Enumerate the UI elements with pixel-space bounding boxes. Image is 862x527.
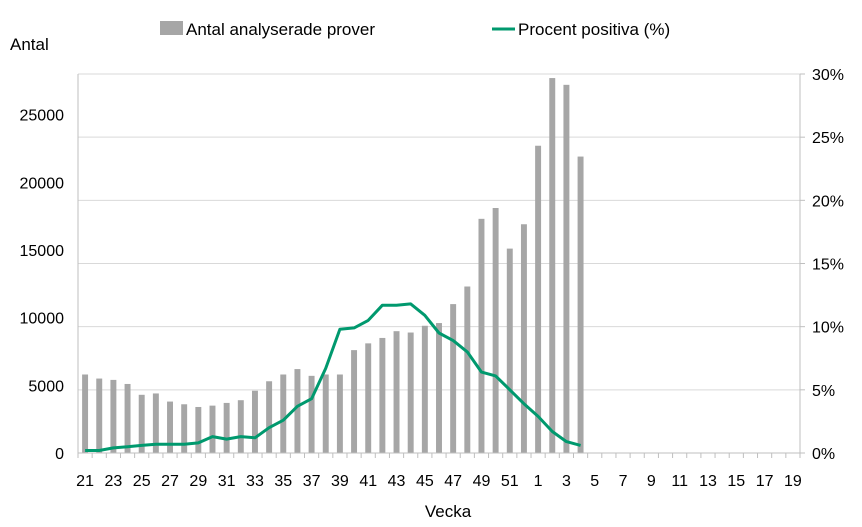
bar-week-35: [280, 374, 287, 453]
x-tick-label: 5: [590, 473, 599, 490]
x-tick-label: 49: [473, 473, 491, 490]
y-left-tick-label: 5000: [28, 378, 64, 395]
bar-week-52: [520, 224, 527, 453]
bar-week-2: [549, 78, 556, 453]
bar-week-3: [563, 84, 570, 453]
x-tick-label: 31: [218, 473, 236, 490]
bar-week-49: [478, 218, 485, 453]
bar-week-37: [308, 375, 315, 453]
y-right-tick-label: 20%: [812, 193, 844, 210]
bar-week-21: [82, 374, 89, 453]
x-tick-label: 1: [534, 473, 543, 490]
x-tick-label: 11: [671, 473, 688, 490]
x-tick-label: 47: [444, 473, 462, 490]
y-left-tick-label: 20000: [20, 175, 65, 192]
y-right-tick-label: 0%: [812, 446, 835, 463]
bar-week-36: [294, 369, 301, 453]
bar-week-46: [436, 323, 442, 453]
bar-week-42: [379, 337, 386, 453]
bar-week-45: [421, 325, 428, 453]
x-tick-label: 51: [501, 473, 519, 490]
legend: Antal analyserade prover Procent positiv…: [160, 20, 670, 39]
y-left-tick-label: 25000: [20, 108, 65, 125]
bar-week-41: [365, 343, 372, 453]
bar-week-47: [450, 304, 457, 453]
y-right-tick-label: 25%: [812, 130, 844, 147]
y-left-tick-label: 10000: [20, 311, 65, 328]
bar-week-29: [195, 406, 202, 453]
bar-week-22: [96, 378, 103, 453]
x-tick-label: 37: [303, 473, 321, 490]
bar-week-34: [266, 381, 273, 453]
x-tick-label: 17: [756, 473, 774, 490]
x-tick-label: 33: [246, 473, 264, 490]
x-tick-label: 27: [161, 473, 179, 490]
bar-week-24: [124, 383, 131, 453]
bar-week-33: [251, 390, 258, 453]
x-tick-label: 39: [331, 473, 349, 490]
bar-week-26: [152, 393, 159, 453]
bar-week-25: [138, 394, 145, 453]
y-right-tick-label: 10%: [812, 320, 844, 337]
y-right-tick-label: 5%: [812, 383, 835, 400]
x-tick-label: 21: [76, 473, 94, 490]
x-tick-label: 29: [189, 473, 207, 490]
bar-week-38: [322, 374, 329, 453]
bar-week-28: [181, 404, 188, 453]
x-tick-label: 45: [416, 473, 434, 490]
x-tick-label: 23: [104, 473, 122, 490]
bar-week-39: [336, 374, 343, 453]
bar-week-48: [464, 286, 471, 453]
x-tick-label: 25: [133, 473, 151, 490]
bar-week-32: [237, 400, 244, 453]
bar-week-4: [577, 156, 584, 453]
x-axis-title: Vecka: [425, 502, 472, 521]
bar-week-1: [535, 145, 542, 453]
x-tick-label: 15: [727, 473, 745, 490]
x-tick-label: 9: [647, 473, 656, 490]
legend-label-bars: Antal analyserade prover: [186, 20, 375, 39]
bar-week-50: [492, 208, 499, 453]
x-tick-label: 19: [784, 473, 802, 490]
bar-week-44: [407, 332, 414, 453]
y-right-tick-label: 15%: [812, 257, 844, 274]
legend-label-line: Procent positiva (%): [518, 20, 670, 39]
bar-week-43: [393, 331, 400, 453]
bar-week-40: [351, 350, 358, 453]
y-left-tick-label: 0: [55, 446, 64, 463]
y-right-tick-label: 30%: [812, 67, 844, 84]
y-left-tick-label: 15000: [20, 243, 65, 260]
line-series: [85, 302, 581, 452]
bar-week-31: [223, 402, 230, 453]
x-tick-label: 35: [274, 473, 292, 490]
axes: [77, 73, 805, 458]
bar-week-51: [506, 248, 513, 453]
bar-week-23: [110, 379, 117, 453]
bar-week-27: [167, 401, 173, 453]
bar-week-30: [209, 405, 216, 453]
tick-labels: 0 5000 10000 15000 20000 25000 0% 5% 10% 15% 20% 25…: [20, 67, 845, 490]
x-tick-label: 7: [619, 473, 628, 490]
bar-series: [82, 78, 584, 453]
x-tick-label: 41: [359, 473, 377, 490]
x-tick-label: 13: [699, 473, 717, 490]
x-tick-label: 43: [388, 473, 406, 490]
y-axis-left-title: Antal: [10, 35, 49, 54]
x-tick-label: 3: [562, 473, 571, 490]
legend-swatch-bars: [160, 21, 183, 35]
line-procent-positiva: [85, 302, 581, 452]
gridlines: [78, 73, 800, 391]
